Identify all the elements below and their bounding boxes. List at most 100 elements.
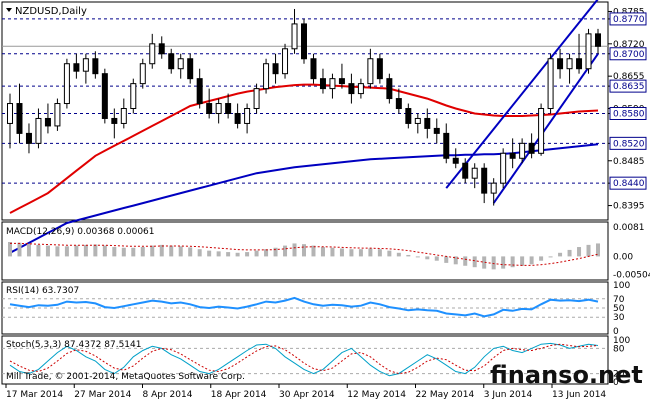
macd-histogram-bar [520, 256, 525, 266]
macd-histogram-bar [283, 245, 288, 257]
stoch-tick-label: 0 [613, 378, 619, 388]
candle-body [7, 103, 13, 124]
candle-body [319, 78, 326, 90]
macd-histogram-bar [510, 256, 515, 268]
macd-histogram-bar [207, 250, 212, 257]
stoch-tick-label: 80 [613, 344, 625, 354]
macd-histogram-bar [586, 244, 591, 257]
candle-body [547, 58, 554, 110]
rsi-tick-label: 30 [613, 313, 625, 323]
macd-histogram-bar [83, 244, 88, 257]
macd-histogram-bar [17, 242, 22, 257]
macd-histogram-bar [577, 247, 582, 257]
macd-histogram-bar [235, 252, 240, 257]
candle-body [244, 108, 251, 124]
candle-body [538, 108, 545, 154]
macd-histogram-bar [558, 252, 563, 257]
candle-body [234, 112, 241, 124]
macd-histogram-bar [178, 246, 183, 257]
rsi-tick-label: 100 [613, 281, 630, 291]
macd-histogram-bar [112, 247, 117, 257]
macd-histogram-bar [36, 244, 41, 257]
dropdown-arrow-icon[interactable] [6, 8, 12, 12]
macd-histogram-bar [254, 250, 259, 257]
macd-histogram-bar [226, 252, 231, 257]
x-tick-label: 27 Mar 2014 [74, 390, 131, 400]
candle-body [253, 88, 260, 110]
macd-histogram-bar [8, 242, 12, 257]
candle-body [177, 58, 184, 70]
x-tick-label: 18 Apr 2014 [211, 390, 267, 400]
copyright-text: Mill Trade, © 2001-2014, MetaQuotes Soft… [6, 372, 245, 382]
candle-body [301, 23, 307, 60]
macd-histogram-bar [501, 256, 506, 269]
macd-histogram-bar [539, 256, 544, 261]
candle-body [263, 63, 270, 90]
price-level-badge [609, 176, 647, 190]
macd-tick-label: 0.0081 [613, 223, 645, 233]
candle-body [168, 53, 175, 70]
watermark-logo: finanso.net [490, 361, 643, 389]
stoch-label: Stoch(5,3,3) 87.4372 87.5141 [6, 340, 141, 350]
trend-channel-line [492, 53, 599, 204]
macd-histogram-bar [368, 248, 373, 257]
price-level-badge [609, 12, 647, 26]
price-layer [2, 0, 608, 254]
price-tick-label: 0.8440 [613, 179, 645, 189]
macd-histogram-bar [264, 249, 269, 257]
stoch-tick-label: 20 [613, 370, 625, 380]
candle-body [310, 58, 317, 80]
candle-body [187, 58, 194, 80]
macd-histogram-bar [596, 243, 600, 257]
candle-body [35, 117, 42, 144]
axis-layer: 0.87850.87700.87200.87000.86550.86350.85… [5, 7, 650, 400]
macd-histogram-bar [444, 256, 449, 263]
price-level-badge [609, 106, 647, 120]
candle-body [82, 58, 89, 72]
candle-body [424, 117, 431, 129]
macd-histogram-bar [273, 247, 278, 257]
candle-body [395, 98, 402, 110]
candle-body [452, 157, 459, 164]
macd-histogram-bar [55, 246, 60, 257]
moving-average-line [9, 143, 599, 254]
macd-histogram-bar [64, 246, 69, 257]
candle-body [519, 142, 526, 159]
rsi-tick-label: 0 [613, 327, 619, 337]
rsi-tick-label: 50 [613, 304, 625, 314]
macd-label: MACD(12,26,9) 0.00368 0.00061 [6, 227, 155, 237]
x-tick-label: 13 Jun 2014 [552, 390, 606, 400]
candle-body [386, 78, 393, 100]
candle-body [557, 58, 564, 70]
macd-layer [8, 242, 600, 270]
price-tick-label: 0.8635 [613, 82, 645, 92]
macd-histogram-bar [491, 256, 496, 270]
x-tick-label: 8 Apr 2014 [143, 390, 193, 400]
candle-body [433, 127, 440, 134]
candle-body [111, 117, 118, 124]
candle-body [73, 63, 80, 72]
macd-histogram-bar [93, 244, 98, 257]
price-tick-label: 0.8395 [613, 202, 645, 212]
macd-histogram-bar [358, 249, 363, 257]
macd-histogram-bar [121, 247, 126, 257]
candle-body [101, 73, 108, 119]
macd-histogram-bar [482, 256, 487, 269]
macd-histogram-bar [396, 252, 401, 257]
candle-body [595, 33, 601, 47]
macd-histogram-bar [463, 256, 468, 266]
candle-body [63, 63, 70, 105]
macd-histogram-bar [425, 256, 430, 260]
stoch-tick-label: 100 [613, 336, 630, 346]
macd-histogram-bar [330, 247, 335, 257]
macd-tick-label: 0.00 [613, 252, 633, 262]
candle-body [338, 78, 345, 85]
candle-body [357, 83, 364, 95]
macd-histogram-bar [102, 245, 107, 257]
candle-body [158, 43, 165, 55]
macd-histogram-bar [311, 245, 316, 257]
macd-histogram-bar [377, 249, 382, 257]
rsi-label: RSI(14) 63.7307 [6, 286, 79, 296]
macd-histogram-bar [434, 256, 439, 261]
